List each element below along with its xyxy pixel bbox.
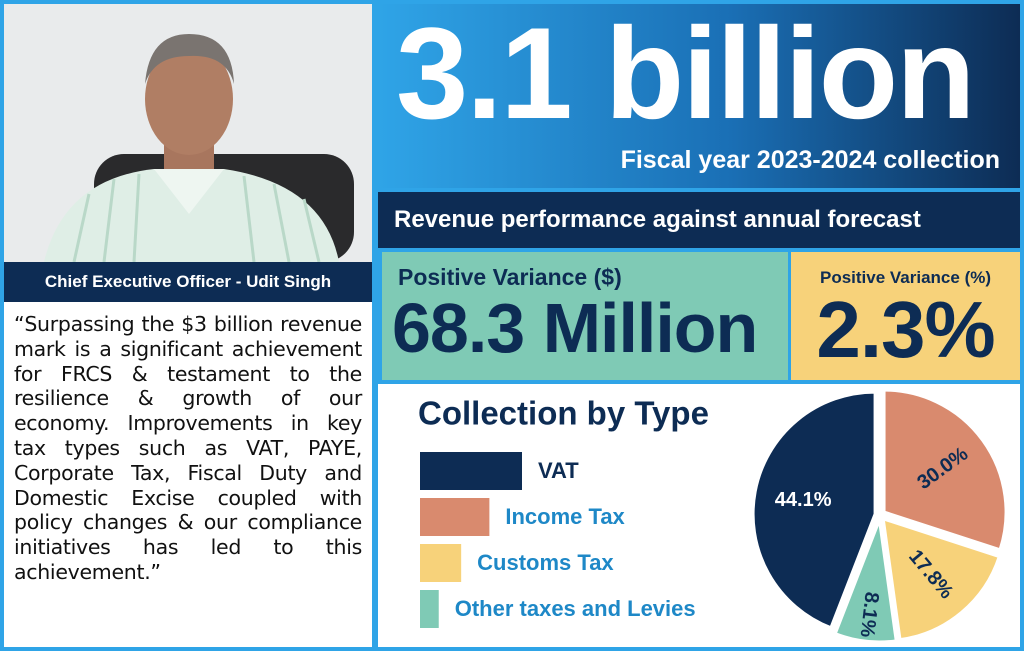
chart-panel: Collection by Type VAT Income Tax Customs … (378, 384, 1020, 647)
ceo-quote: “Surpassing the $3 billion revenue mark … (14, 312, 362, 584)
variance-dollar-box: Positive Variance ($) 68.3 Million (382, 252, 788, 380)
portrait-photo (4, 4, 372, 262)
legend-swatch (420, 452, 522, 490)
legend-label: Income Tax (505, 504, 625, 529)
pie-slice (882, 388, 1008, 552)
slice-label: 44.1% (775, 489, 832, 511)
legend-label: Other taxes and Levies (455, 596, 696, 621)
legend-swatch (420, 498, 490, 536)
slice-label: 8.1% (856, 591, 883, 639)
legend-swatch (420, 544, 462, 582)
ceo-caption: Chief Executive Officer - Udit Singh (4, 262, 372, 302)
legend-label: Customs Tax (477, 550, 614, 575)
headline-amount: 3.1 billion (396, 0, 976, 146)
pie-slice (833, 514, 898, 644)
pie-chart: Collection by Type VAT Income Tax Customs … (418, 388, 1008, 644)
profile-panel: Chief Executive Officer - Udit Singh “Su… (4, 4, 372, 647)
variance-percent-box: Positive Variance (%) 2.3% (791, 252, 1020, 380)
pie-slice (751, 390, 877, 630)
pie-slice (881, 516, 1002, 642)
headline-panel: 3.1 billion Fiscal year 2023-2024 collec… (378, 0, 1020, 188)
variance-label: Positive Variance ($) (398, 264, 622, 290)
legend-swatch (420, 590, 439, 628)
chart-title: Collection by Type (418, 395, 709, 432)
banner: Revenue performance against annual forec… (378, 192, 1020, 248)
variance-value: 68.3 Million (392, 289, 758, 367)
variance-value: 2.3% (816, 285, 995, 374)
headline-subtitle: Fiscal year 2023-2024 collection (620, 146, 1000, 174)
legend-label: VAT (538, 458, 579, 483)
variance-label: Positive Variance (%) (819, 268, 992, 287)
